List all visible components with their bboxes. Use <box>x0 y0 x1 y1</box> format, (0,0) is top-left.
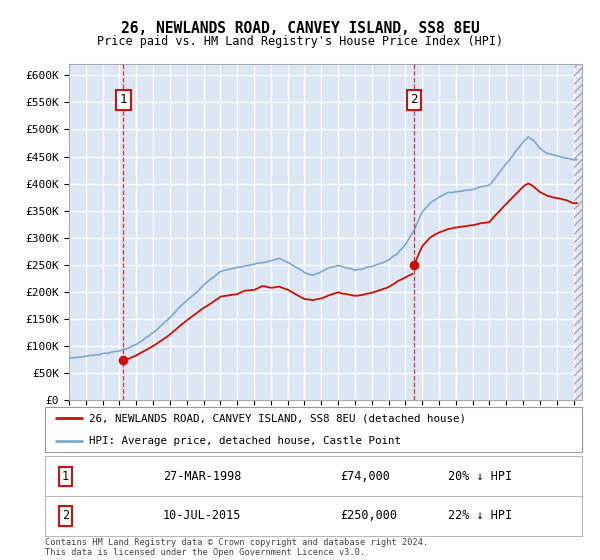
Text: 20% ↓ HPI: 20% ↓ HPI <box>448 470 512 483</box>
Text: Price paid vs. HM Land Registry's House Price Index (HPI): Price paid vs. HM Land Registry's House … <box>97 35 503 48</box>
Text: 1: 1 <box>119 93 127 106</box>
Text: £74,000: £74,000 <box>340 470 390 483</box>
Text: 2: 2 <box>62 509 69 522</box>
Text: 2: 2 <box>410 93 418 106</box>
Text: 1: 1 <box>62 470 69 483</box>
Bar <box>574 64 584 400</box>
Text: Contains HM Land Registry data © Crown copyright and database right 2024.
This d: Contains HM Land Registry data © Crown c… <box>45 538 428 557</box>
Text: 26, NEWLANDS ROAD, CANVEY ISLAND, SS8 8EU (detached house): 26, NEWLANDS ROAD, CANVEY ISLAND, SS8 8E… <box>89 413 466 423</box>
Text: 27-MAR-1998: 27-MAR-1998 <box>163 470 242 483</box>
Text: £250,000: £250,000 <box>340 509 397 522</box>
Text: 22% ↓ HPI: 22% ↓ HPI <box>448 509 512 522</box>
Text: 26, NEWLANDS ROAD, CANVEY ISLAND, SS8 8EU: 26, NEWLANDS ROAD, CANVEY ISLAND, SS8 8E… <box>121 21 479 36</box>
Text: 10-JUL-2015: 10-JUL-2015 <box>163 509 242 522</box>
Text: HPI: Average price, detached house, Castle Point: HPI: Average price, detached house, Cast… <box>89 436 401 446</box>
